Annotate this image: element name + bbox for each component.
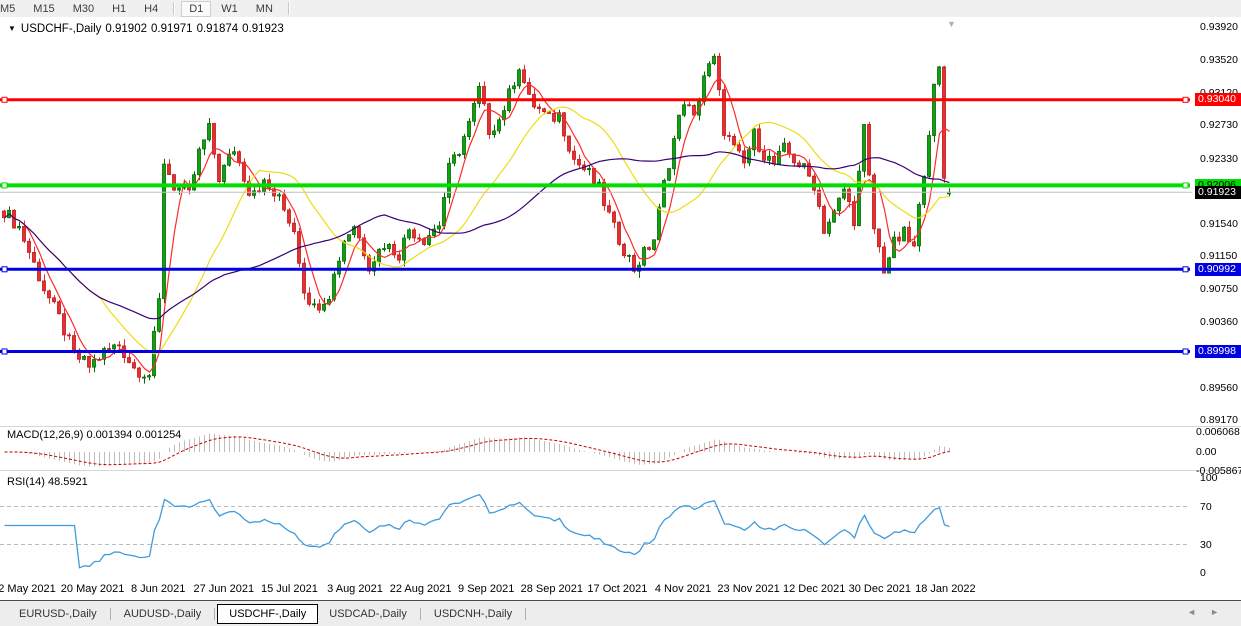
- date-tick: 22 Aug 2021: [389, 583, 452, 595]
- ma-fast: [4, 76, 950, 373]
- macd-tick: 0.006068: [1196, 425, 1240, 438]
- timeframe-toolbar: M5 M15 M30 H1 H4 D1 W1 MN: [0, 0, 1241, 18]
- timeframe-button-H4[interactable]: H4: [144, 2, 159, 15]
- ma-medium: [4, 106, 950, 355]
- price-tick-0.92730: 0.92730: [1200, 119, 1238, 132]
- hline-0.93040[interactable]: [0, 96, 1190, 103]
- chart-shift-marker-icon[interactable]: ▼: [947, 19, 956, 29]
- timeframe-button-M15[interactable]: M15: [33, 2, 55, 15]
- rsi-tick-0: 0: [1200, 567, 1206, 579]
- timeframe-button-MN[interactable]: MN: [255, 2, 273, 15]
- chart-area: ▼ USDCHF-,Daily 0.91902 0.91971 0.91874 0.919…: [0, 17, 1241, 600]
- date-tick: 15 Jul 2021: [260, 583, 318, 595]
- current-price-badge: 0.91923: [1195, 185, 1241, 199]
- tab-usdchfdaily[interactable]: USDCHF-,Daily: [217, 604, 319, 624]
- rsi-tick-70: 70: [1200, 500, 1212, 513]
- date-tick: 4 Nov 2021: [654, 583, 712, 595]
- timeframe-button-M5[interactable]: M5: [0, 2, 16, 15]
- macd-tick: -0.005867: [1196, 465, 1241, 478]
- price-tick-0.91540: 0.91540: [1200, 217, 1238, 230]
- date-tick: 9 Sep 2021: [458, 583, 515, 595]
- date-tick: 28 Sep 2021: [520, 583, 583, 595]
- date-tick: 12 Dec 2021: [782, 583, 846, 595]
- tabs-scroll-right-icon[interactable]: ►: [1210, 607, 1233, 617]
- price-tick-0.92330: 0.92330: [1200, 152, 1238, 165]
- hline-0.92006[interactable]: [0, 182, 1190, 189]
- rsi-tick-100: 100: [1200, 472, 1218, 484]
- tab-divider: [214, 608, 216, 620]
- hline-0.90992[interactable]: [0, 266, 1190, 273]
- rsi-label: RSI(14) 48.5921: [7, 476, 88, 488]
- ohlc-low: 0.91874: [196, 23, 239, 35]
- price-tick-0.93520: 0.93520: [1200, 54, 1238, 67]
- ohlc-open: 0.91902: [105, 23, 147, 35]
- hline-0.89998[interactable]: [0, 348, 1190, 355]
- timeframe-button-W1[interactable]: W1: [221, 2, 238, 15]
- candle-bodies-down: [2, 55, 946, 378]
- ma-slow: [4, 151, 950, 320]
- macd-histogram: [9, 433, 950, 467]
- rsi-panel-separator[interactable]: [0, 470, 1241, 471]
- macd-label: MACD(12,26,9) 0.001394 0.001254: [7, 429, 182, 441]
- tab-divider: [525, 608, 527, 620]
- macd-signal-line: [4, 436, 950, 466]
- tab-eurusddaily[interactable]: EURUSD-,Daily: [19, 607, 97, 620]
- timeframe-button-D1[interactable]: D1: [181, 0, 212, 17]
- date-tick: 2 May 2021: [0, 583, 56, 595]
- macd-panel-separator[interactable]: [0, 426, 1241, 427]
- date-tick: 3 Aug 2021: [327, 583, 383, 595]
- tabs-scroll-arrows: ◄►: [1187, 607, 1233, 617]
- ohlc-high: 0.91971: [151, 23, 193, 35]
- chart-tabs: EURUSD-,Daily AUDUSD-,Daily USDCHF-,Daily U…: [8, 604, 528, 624]
- price-chart-canvas[interactable]: [0, 17, 1192, 600]
- tab-divider: [109, 608, 111, 620]
- price-tick-0.91150: 0.91150: [1200, 250, 1238, 263]
- date-tick: 20 May 2021: [60, 583, 125, 595]
- rsi-tick-30: 30: [1200, 538, 1212, 551]
- symbol-dropdown-icon[interactable]: ▼: [8, 24, 16, 33]
- tab-audusddaily[interactable]: AUDUSD-,Daily: [123, 607, 202, 620]
- price-tick-0.90750: 0.90750: [1200, 283, 1238, 296]
- macd-tick: 0.00: [1196, 446, 1217, 458]
- price-tick-0.90360: 0.90360: [1200, 315, 1238, 328]
- ohlc-close: 0.91923: [242, 23, 284, 35]
- timeframe-button-M30[interactable]: M30: [72, 2, 95, 15]
- toolbar-separator: [173, 2, 175, 15]
- tab-divider: [419, 608, 421, 620]
- rsi-line: [4, 493, 950, 569]
- symbol-label: USDCHF-,Daily: [20, 23, 102, 35]
- toolbar-separator: [287, 2, 289, 15]
- price-tick-0.93920: 0.93920: [1200, 21, 1238, 33]
- tabs-scroll-left-icon[interactable]: ◄: [1187, 607, 1211, 617]
- date-tick: 27 Jun 2021: [193, 583, 255, 595]
- chart-tabs-bar: EURUSD-,Daily AUDUSD-,Daily USDCHF-,Daily U…: [0, 600, 1241, 626]
- price-tick-0.89170: 0.89170: [1200, 414, 1238, 426]
- price-tick-0.89560: 0.89560: [1200, 381, 1238, 394]
- price-badge-0.90992: 0.90992: [1195, 262, 1241, 276]
- date-tick: 17 Oct 2021: [587, 583, 648, 595]
- timeframe-button-H1[interactable]: H1: [112, 2, 127, 15]
- date-tick: 18 Jan 2022: [915, 583, 976, 595]
- date-tick: 8 Jun 2021: [130, 583, 186, 595]
- tab-usdcaddaily[interactable]: USDCAD-,Daily: [329, 607, 407, 620]
- price-badge-0.89998: 0.89998: [1195, 345, 1241, 358]
- date-tick: 30 Dec 2021: [848, 583, 911, 595]
- date-tick: 23 Nov 2021: [717, 583, 780, 595]
- chart-title: ▼ USDCHF-,Daily 0.91902 0.91971 0.91874 0.919…: [8, 23, 288, 35]
- price-badge-0.93040: 0.93040: [1195, 93, 1241, 107]
- rsi-level-lines: [0, 506, 1190, 545]
- tab-usdcnhdaily[interactable]: USDCNH-,Daily: [433, 607, 513, 620]
